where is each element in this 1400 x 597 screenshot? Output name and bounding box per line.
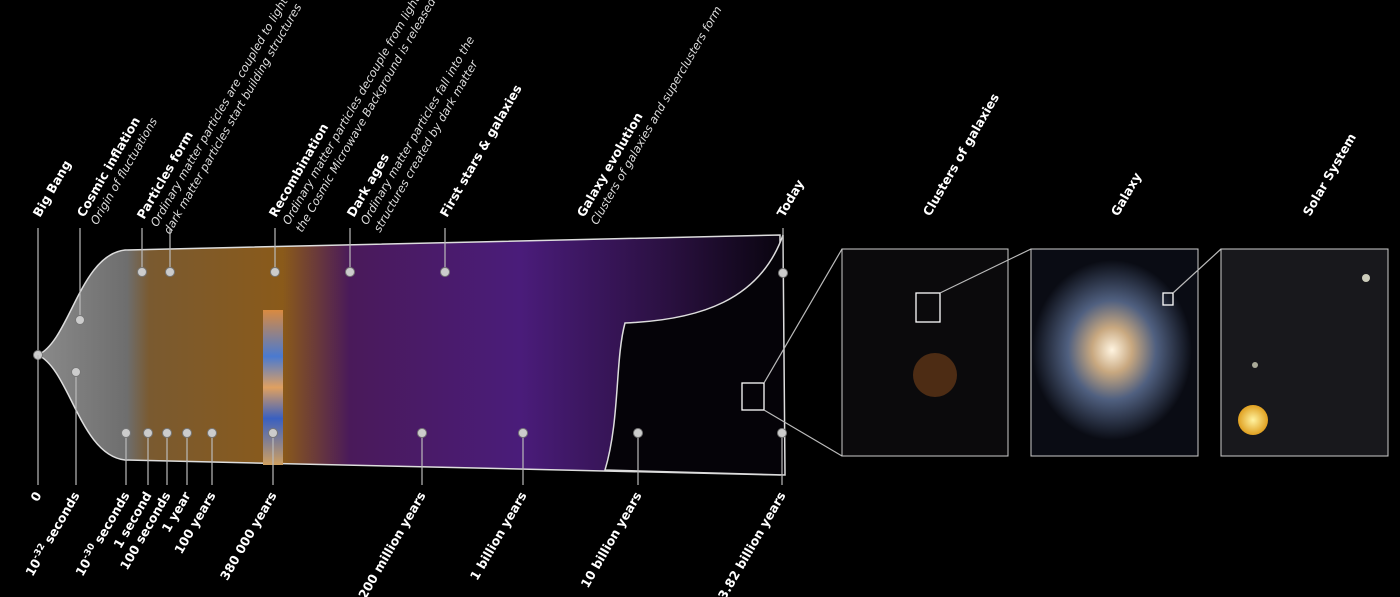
time-marker [633,428,643,438]
event-marker [137,267,147,277]
time-marker [417,428,427,438]
galaxy-image [1032,260,1192,440]
event-marker [270,267,280,277]
time-unit: seconds [41,489,83,546]
event-title: Today [774,177,807,220]
time-label: 10 billion years [577,489,644,590]
cluster-glow [913,353,957,397]
time-label: 0 [27,489,44,504]
zoom-line [1172,248,1222,294]
time-text: 13.82 billion years [710,489,788,597]
time-text: 200 million years [355,489,429,597]
time-text: 1 billion years [467,489,530,583]
zoom-line [763,409,843,457]
event-marker [75,315,85,325]
time-text: 380 000 years [217,489,280,583]
time-text: 10-32seconds [22,489,82,579]
zoom-line [939,248,1032,294]
event-description: Clusters of galaxies and superclusters f… [587,4,724,227]
panel-label: Solar System [1300,131,1359,219]
panel-clusters [841,248,1009,457]
panel-title: Clusters of galaxies [920,91,1002,219]
time-marker [71,367,81,377]
zoom-box [741,382,765,411]
time-label: 10-32seconds [22,489,82,579]
panel-label: Clusters of galaxies [920,91,1002,219]
time-marker [207,428,217,438]
time-base: 10 [22,556,44,579]
zoom-box [1162,292,1174,306]
event-marker [165,267,175,277]
time-base: 10 [72,556,94,579]
time-exponent: -32 [31,542,48,561]
time-exponent: -30 [81,542,98,561]
cmb-strip [263,310,283,465]
event-marker [778,268,788,278]
event-title: Big Bang [30,158,74,220]
time-marker [268,428,278,438]
time-label: 13.82 billion years [710,489,788,597]
sun [1238,405,1268,435]
event-marker [440,267,450,277]
time-marker [143,428,153,438]
time-label: 380 000 years [217,489,280,583]
event-marker [345,267,355,277]
panel-title: Solar System [1300,131,1359,219]
time-marker [162,428,172,438]
panel-title: Galaxy [1108,170,1145,219]
planet [1362,274,1370,282]
time-marker [121,428,131,438]
planet [1252,362,1258,368]
time-marker [518,428,528,438]
zoom-box [915,292,941,323]
time-marker [182,428,192,438]
event-label: Today [774,177,807,220]
time-marker [777,428,787,438]
time-label: 200 million years [355,489,429,597]
zoom-line [763,248,843,384]
time-text: 0 [27,489,44,504]
event-label: Big Bang [30,158,74,220]
time-text: 10 billion years [577,489,644,590]
panel-label: Galaxy [1108,170,1145,219]
time-label: 1 billion years [467,489,530,583]
